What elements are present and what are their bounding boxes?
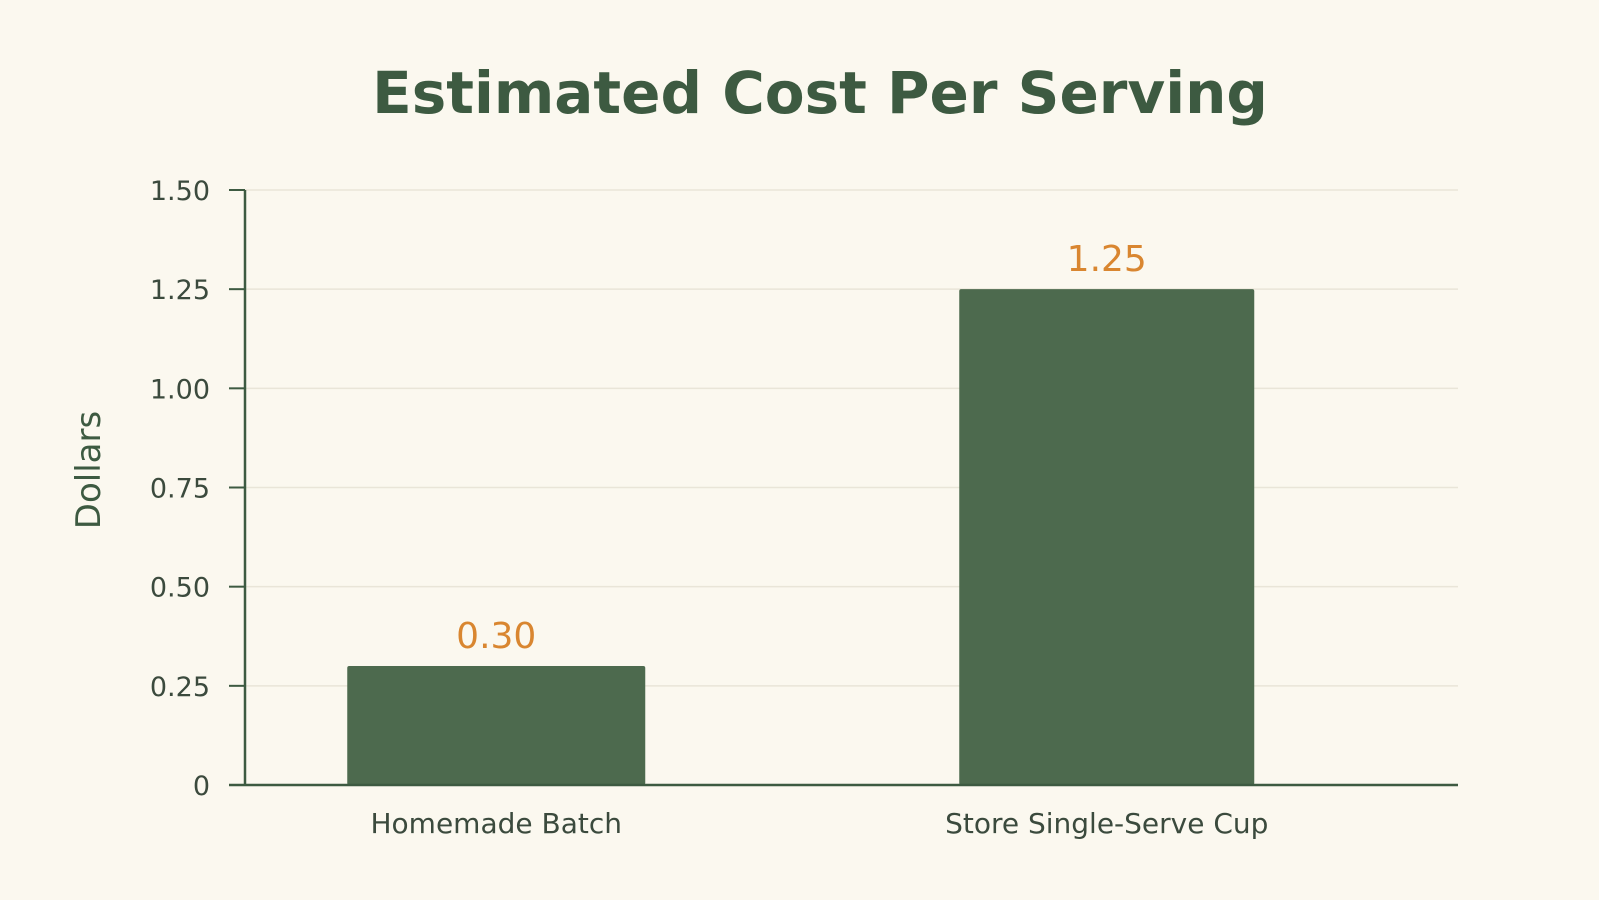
axes (229, 189, 1458, 787)
y-tick-label: 1.00 (150, 374, 210, 405)
y-tick-label: 0.50 (150, 573, 210, 604)
y-tick-label: 0.75 (150, 474, 210, 505)
x-tick-label: Store Single-Serve Cup (945, 807, 1268, 840)
data-label: 1.25 (1067, 239, 1147, 280)
y-tick-label: 0.25 (150, 672, 210, 703)
bar (959, 289, 1255, 785)
labels: 0 0.25 0.50 0.75 1.00 1.25 1.50 0.30 Homemade Ba… (150, 176, 1269, 840)
bars (347, 289, 1255, 785)
bar (347, 666, 646, 785)
y-tick-label: 0 (193, 771, 210, 802)
data-label: 0.30 (456, 616, 536, 657)
chart-title: Estimated Cost Per Serving (372, 59, 1268, 127)
y-axis-label: Dollars (69, 411, 109, 529)
x-tick-label: Homemade Batch (370, 807, 622, 840)
y-tick-label: 1.50 (150, 176, 210, 207)
gridlines (245, 189, 1458, 687)
y-tick-label: 1.25 (150, 275, 210, 306)
